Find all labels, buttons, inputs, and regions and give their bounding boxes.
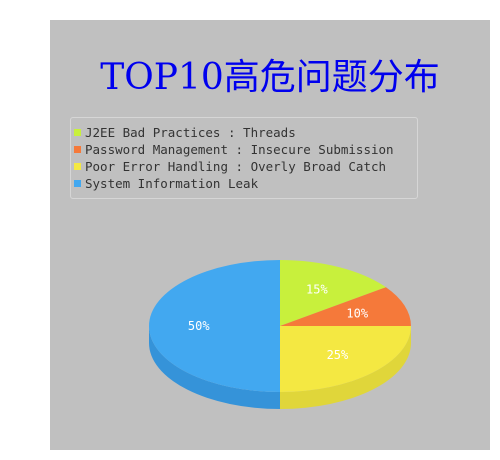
- legend-swatch: [74, 146, 81, 153]
- chart-legend: J2EE Bad Practices : Threads Password Ma…: [70, 117, 418, 199]
- chart-panel: TOP10高危问题分布 J2EE Bad Practices : Threads…: [50, 20, 490, 450]
- pie-slices: [149, 260, 411, 392]
- legend-item-system-information-leak[interactable]: System Information Leak: [74, 175, 417, 192]
- slice-label-system-information-leak: 50%: [188, 319, 210, 333]
- legend-label: System Information Leak: [85, 176, 259, 191]
- pie-slice-j2ee-bad-practices-threads[interactable]: [280, 260, 386, 326]
- pie-slice-password-management-insecure-submission[interactable]: [280, 287, 411, 326]
- legend-item-password-management[interactable]: Password Management : Insecure Submissio…: [74, 141, 417, 158]
- pie-sides: [149, 326, 411, 409]
- legend-item-j2ee-threads[interactable]: J2EE Bad Practices : Threads: [74, 124, 417, 141]
- legend-item-poor-error-handling[interactable]: Poor Error Handling : Overly Broad Catch: [74, 158, 417, 175]
- slice-label-j2ee-bad-practices-threads: 15%: [306, 283, 328, 297]
- slice-label-poor-error-handling-overly-broad-catch: 25%: [327, 348, 349, 362]
- pie-chart: 15% 10% 25% 50%: [149, 260, 411, 409]
- legend-swatch: [74, 180, 81, 187]
- chart-title: TOP10高危问题分布: [100, 57, 440, 98]
- legend-swatch: [74, 163, 81, 170]
- pie-side-system-information-leak: [149, 326, 280, 409]
- legend-label: Poor Error Handling : Overly Broad Catch: [85, 159, 387, 174]
- pie-slice-poor-error-handling-overly-broad-catch[interactable]: [280, 326, 411, 392]
- legend-label: J2EE Bad Practices : Threads: [85, 125, 296, 140]
- legend-swatch: [74, 129, 81, 136]
- slice-label-password-management-insecure-submission: 10%: [346, 306, 368, 320]
- pie-slice-system-information-leak[interactable]: [149, 260, 280, 392]
- pie-side-poor-error-handling-overly-broad-catch: [280, 326, 411, 409]
- pie-labels: 15% 10% 25% 50%: [188, 283, 369, 362]
- legend-label: Password Management : Insecure Submissio…: [85, 142, 394, 157]
